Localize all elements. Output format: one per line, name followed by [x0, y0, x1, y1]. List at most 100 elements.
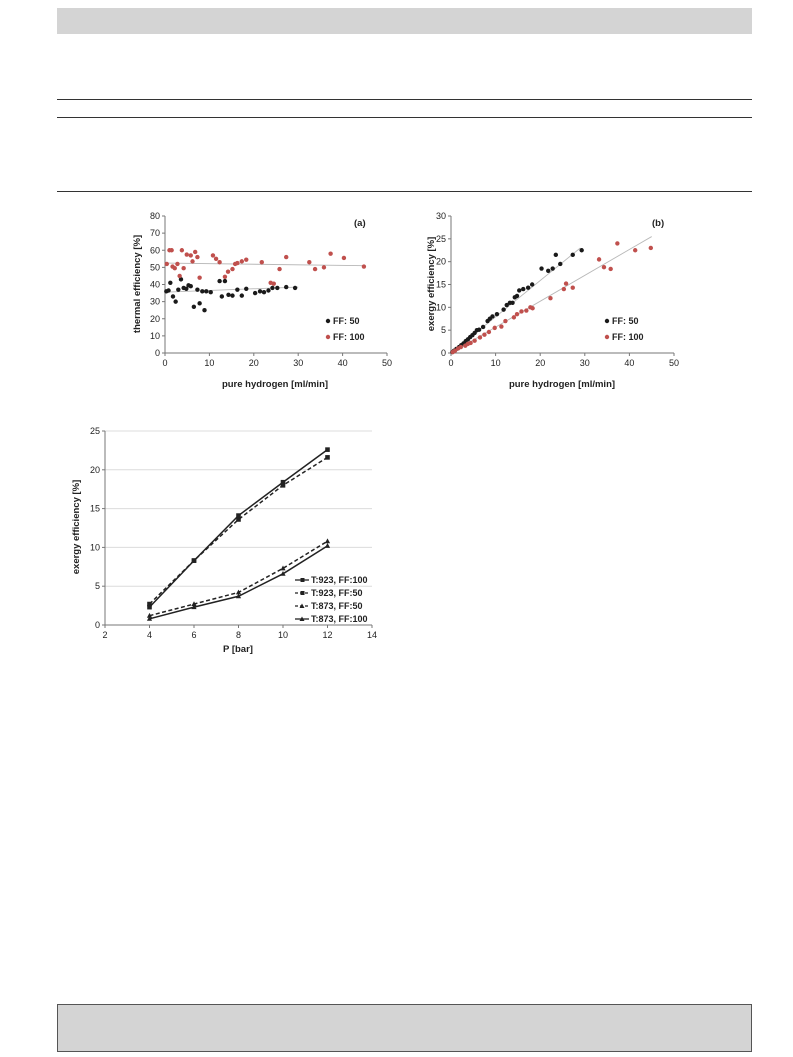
chart-a-point-ff-50 — [222, 278, 228, 284]
chart-a-point-ff-100 — [230, 266, 235, 272]
chart-b-xlabel: pure hydrogen [ml/min] — [509, 379, 615, 390]
chart-b-point-ff-50 — [501, 307, 506, 312]
legend-label-t923-ff50: T:923, FF:50 — [311, 588, 363, 598]
chart-c-x-tick-label: 6 — [191, 630, 196, 640]
chart-b-y-tick-label: 30 — [436, 211, 446, 221]
chart-a-point-ff-100 — [188, 253, 193, 258]
chart-a-point-ff-100 — [195, 254, 200, 260]
chart-b-point-ff-100 — [524, 308, 529, 313]
chart-b-point-ff-50 — [570, 252, 575, 258]
chart-a-point-ff-50 — [226, 292, 231, 297]
chart-c-marker-t-873-ff-100 — [235, 593, 242, 599]
chart-a-point-ff-50 — [239, 293, 245, 298]
chart-a-point-ff-100 — [321, 265, 327, 270]
chart-b-x-tick-label: 10 — [491, 358, 501, 368]
chart-a-point-ff-100 — [307, 260, 312, 265]
chart-a-xlabel: pure hydrogen [ml/min] — [222, 379, 328, 390]
chart-b-point-ff-100 — [601, 264, 607, 270]
chart-c-marker-t-923-ff-50 — [280, 483, 286, 488]
chart-a-point-ff-50 — [284, 284, 289, 290]
chart-a-point-ff-50 — [261, 290, 267, 295]
chart-b-point-ff-50 — [514, 293, 520, 299]
chart-a-point-ff-100 — [179, 248, 185, 253]
chart-b-point-ff-50 — [517, 288, 522, 293]
legend-marker-t873-ff50 — [299, 603, 305, 608]
chart-a-point-ff-50 — [235, 287, 240, 292]
chart-b-point-ff-50 — [476, 327, 482, 332]
chart-a-point-ff-100 — [277, 266, 282, 272]
chart-a-point-ff-50 — [208, 290, 213, 295]
chart-b-point-ff-50 — [494, 311, 500, 317]
header-rule-1 — [57, 99, 752, 100]
chart-a-point-ff-100 — [175, 261, 180, 267]
chart-b-y-tick-label: 15 — [436, 280, 446, 290]
chart-a-point-ff-50 — [173, 299, 178, 304]
chart-b-point-ff-100 — [514, 311, 520, 317]
legend-label-ff100: FF: 100 — [333, 332, 365, 342]
chart-exergy-efficiency-pressure: exergy efficiency [%] P [bar] T:923, FF:… — [71, 426, 377, 655]
chart-c-marker-t-873-ff-100 — [191, 604, 197, 610]
chart-b-x-tick-label: 50 — [669, 358, 679, 368]
chart-a-x-tick-label: 30 — [293, 358, 303, 368]
chart-a-y-tick-label: 60 — [150, 245, 160, 255]
chart-thermal-efficiency: (a) thermal efficiency [%] pure hydrogen… — [132, 211, 392, 390]
chart-b-panel-label: (b) — [652, 218, 664, 229]
chart-c-marker-t-923-ff-100 — [325, 447, 330, 452]
chart-a-point-ff-50 — [178, 277, 184, 282]
chart-b-point-ff-100 — [499, 324, 504, 329]
chart-a-point-ff-50 — [195, 287, 200, 292]
chart-a-point-ff-100 — [190, 259, 195, 264]
chart-a-point-ff-50 — [197, 301, 202, 306]
chart-b-point-ff-100 — [570, 285, 575, 290]
chart-b-point-ff-50 — [553, 252, 559, 258]
chart-a-point-ff-50 — [170, 294, 176, 299]
chart-a-point-ff-100 — [164, 261, 169, 267]
chart-c-x-tick-label: 14 — [367, 630, 377, 640]
chart-b-point-ff-100 — [511, 315, 517, 320]
chart-a-point-ff-100 — [177, 273, 182, 279]
chart-b-x-tick-label: 0 — [448, 358, 453, 368]
chart-c-ylabel: exergy efficiency [%] — [71, 480, 82, 575]
legend-dot-ff100 — [604, 334, 610, 340]
chart-a-point-ff-50 — [217, 278, 222, 284]
chart-b-point-ff-100 — [468, 340, 473, 346]
chart-c-y-tick-label: 0 — [95, 620, 100, 630]
legend-label-t923-ff100: T:923, FF:100 — [311, 575, 368, 585]
header-band — [57, 8, 752, 34]
chart-a-y-tick-label: 0 — [155, 348, 160, 358]
chart-a-point-ff-50 — [219, 294, 225, 299]
chart-a-point-ff-50 — [202, 307, 207, 313]
legend-label-ff50: FF: 50 — [612, 316, 639, 326]
chart-b-point-ff-50 — [558, 261, 563, 267]
chart-c-x-tick-label: 2 — [102, 630, 107, 640]
chart-b-point-ff-50 — [529, 282, 535, 287]
legend-label-ff100: FF: 100 — [612, 332, 644, 342]
legend-label-t873-ff100: T:873, FF:100 — [311, 614, 368, 624]
header-rule-3 — [57, 191, 752, 192]
chart-b-y-tick-label: 20 — [436, 257, 446, 267]
chart-b-point-ff-100 — [458, 344, 464, 350]
chart-b-x-tick-label: 40 — [624, 358, 634, 368]
chart-a-point-ff-100 — [284, 254, 289, 260]
chart-c-marker-t-873-ff-50 — [324, 538, 331, 544]
chart-a-point-ff-100 — [271, 281, 276, 286]
chart-a-point-ff-50 — [168, 280, 173, 285]
chart-a-y-tick-label: 70 — [150, 228, 160, 238]
chart-a-y-tick-label: 20 — [150, 314, 160, 324]
chart-c-series-line-t-923-ff-100 — [148, 449, 328, 608]
footer-band — [57, 1004, 752, 1052]
chart-b-point-ff-100 — [492, 325, 497, 331]
chart-b-point-ff-100 — [472, 338, 477, 343]
legend-dot-ff100 — [325, 334, 331, 340]
chart-a-point-ff-50 — [270, 285, 275, 291]
chart-a-point-ff-50 — [204, 289, 209, 294]
chart-a-point-ff-50 — [257, 289, 263, 294]
chart-b-y-tick-label: 5 — [441, 325, 446, 335]
chart-a-point-ff-50 — [188, 284, 193, 289]
chart-b-point-ff-50 — [490, 314, 495, 319]
chart-a-point-ff-100 — [225, 269, 231, 274]
chart-b-point-ff-100 — [530, 306, 535, 311]
chart-b-y-tick-label: 10 — [436, 302, 446, 312]
chart-a-point-ff-50 — [166, 288, 171, 293]
chart-c-marker-t-873-ff-50 — [146, 612, 153, 618]
